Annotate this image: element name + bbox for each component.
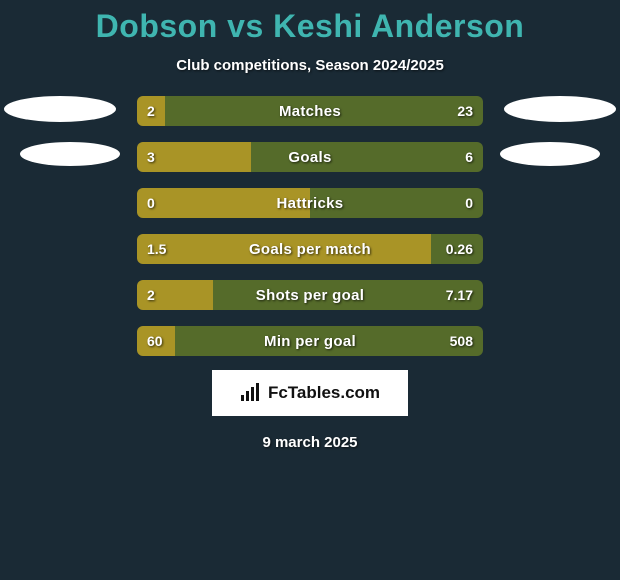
date-label: 9 march 2025: [0, 434, 620, 451]
chart-bars-icon: [240, 383, 262, 403]
stat-label: Shots per goal: [137, 280, 483, 310]
stat-row: 60508Min per goal: [137, 326, 483, 356]
subtitle: Club competitions, Season 2024/2025: [0, 57, 620, 74]
stat-row: 36Goals: [137, 142, 483, 172]
stat-label: Goals: [137, 142, 483, 172]
stat-label: Hattricks: [137, 188, 483, 218]
stat-row: 27.17Shots per goal: [137, 280, 483, 310]
stat-row: 00Hattricks: [137, 188, 483, 218]
stat-label: Matches: [137, 96, 483, 126]
comparison-chart: 223Matches 36Goals 00Hattricks 1.50.26Goals…: [0, 96, 620, 356]
stat-row: 1.50.26Goals per match: [137, 234, 483, 264]
player-left-shape-2: [20, 142, 120, 166]
page-title: Dobson vs Keshi Anderson: [0, 0, 620, 45]
player-left-shape-1: [4, 96, 116, 122]
source-badge-text: FcTables.com: [268, 383, 380, 403]
stat-label: Goals per match: [137, 234, 483, 264]
player-right-shape-2: [500, 142, 600, 166]
stat-label: Min per goal: [137, 326, 483, 356]
stat-row: 223Matches: [137, 96, 483, 126]
player-right-shape-1: [504, 96, 616, 122]
source-badge: FcTables.com: [212, 370, 408, 416]
